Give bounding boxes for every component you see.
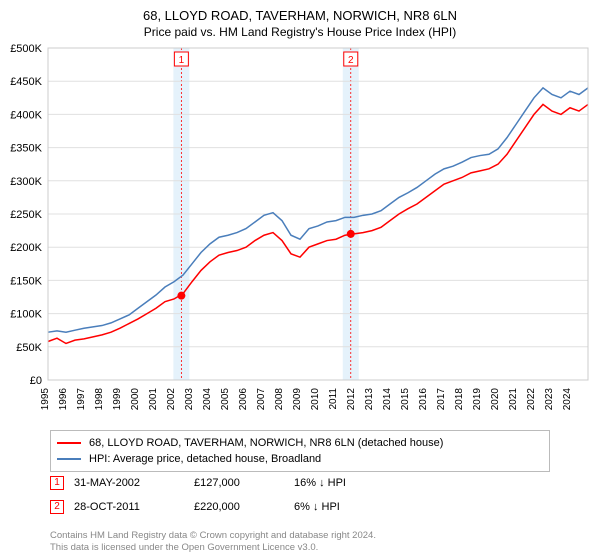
legend-swatch <box>57 442 81 444</box>
svg-text:£500K: £500K <box>10 43 42 55</box>
svg-text:2009: 2009 <box>292 388 303 411</box>
legend-label: 68, LLOYD ROAD, TAVERHAM, NORWICH, NR8 6… <box>89 437 443 449</box>
chart-subtitle: Price paid vs. HM Land Registry's House … <box>0 23 600 39</box>
svg-text:£250K: £250K <box>10 209 42 221</box>
legend: 68, LLOYD ROAD, TAVERHAM, NORWICH, NR8 6… <box>50 430 550 472</box>
svg-text:2015: 2015 <box>400 388 411 411</box>
svg-text:2002: 2002 <box>166 388 177 411</box>
transaction-row: 2 28-OCT-2011 £220,000 6% ↓ HPI <box>50 500 394 514</box>
svg-text:2008: 2008 <box>274 388 285 411</box>
svg-text:2011: 2011 <box>328 388 339 410</box>
svg-text:2001: 2001 <box>148 388 159 411</box>
svg-text:2020: 2020 <box>490 388 501 411</box>
transaction-date: 31-MAY-2002 <box>74 477 194 489</box>
chart-title-address: 68, LLOYD ROAD, TAVERHAM, NORWICH, NR8 6… <box>0 0 600 23</box>
svg-text:£0: £0 <box>30 375 42 387</box>
svg-text:2007: 2007 <box>256 388 267 411</box>
price-chart: £0 £50K £100K £150K £200K £250K £300K £350K £400… <box>0 42 600 422</box>
transaction-row: 1 31-MAY-2002 £127,000 16% ↓ HPI <box>50 476 394 490</box>
transaction-date: 28-OCT-2011 <box>74 501 194 513</box>
svg-text:2021: 2021 <box>508 388 519 411</box>
svg-text:£300K: £300K <box>10 176 42 188</box>
svg-text:2022: 2022 <box>526 388 537 411</box>
legend-item: HPI: Average price, detached house, Broa… <box>57 451 543 467</box>
svg-text:2003: 2003 <box>184 388 195 411</box>
svg-text:£400K: £400K <box>10 109 42 121</box>
svg-text:£100K: £100K <box>10 309 42 321</box>
svg-text:£200K: £200K <box>10 242 42 254</box>
svg-text:2023: 2023 <box>544 388 555 411</box>
svg-text:1998: 1998 <box>94 388 105 411</box>
data-attribution: Contains HM Land Registry data © Crown c… <box>50 530 570 554</box>
svg-text:1995: 1995 <box>40 388 51 411</box>
svg-text:2024: 2024 <box>562 388 573 411</box>
svg-text:£150K: £150K <box>10 275 42 287</box>
svg-text:2: 2 <box>348 55 354 66</box>
legend-item: 68, LLOYD ROAD, TAVERHAM, NORWICH, NR8 6… <box>57 435 543 451</box>
transaction-hpi-delta: 16% ↓ HPI <box>294 477 394 489</box>
transaction-hpi-delta: 6% ↓ HPI <box>294 501 394 513</box>
legend-swatch <box>57 458 81 460</box>
svg-text:1999: 1999 <box>112 388 123 411</box>
svg-text:1996: 1996 <box>58 388 69 411</box>
svg-text:2012: 2012 <box>346 388 357 411</box>
svg-text:2017: 2017 <box>436 388 447 411</box>
svg-text:2000: 2000 <box>130 388 141 411</box>
svg-text:£450K: £450K <box>10 76 42 88</box>
transaction-price: £220,000 <box>194 501 294 513</box>
transaction-price: £127,000 <box>194 477 294 489</box>
svg-text:£350K: £350K <box>10 143 42 155</box>
transaction-marker-icon: 1 <box>50 476 64 490</box>
svg-text:2014: 2014 <box>382 388 393 411</box>
svg-text:2018: 2018 <box>454 388 465 411</box>
legend-label: HPI: Average price, detached house, Broa… <box>89 453 321 465</box>
svg-text:2005: 2005 <box>220 388 231 411</box>
svg-text:1997: 1997 <box>76 388 87 411</box>
svg-text:2006: 2006 <box>238 388 249 411</box>
transaction-marker-icon: 2 <box>50 500 64 514</box>
svg-text:2013: 2013 <box>364 388 375 411</box>
svg-text:2019: 2019 <box>472 388 483 411</box>
svg-text:2016: 2016 <box>418 388 429 411</box>
svg-text:1: 1 <box>179 55 185 66</box>
svg-text:2004: 2004 <box>202 388 213 411</box>
svg-text:2010: 2010 <box>310 388 321 411</box>
svg-text:£50K: £50K <box>16 342 42 354</box>
